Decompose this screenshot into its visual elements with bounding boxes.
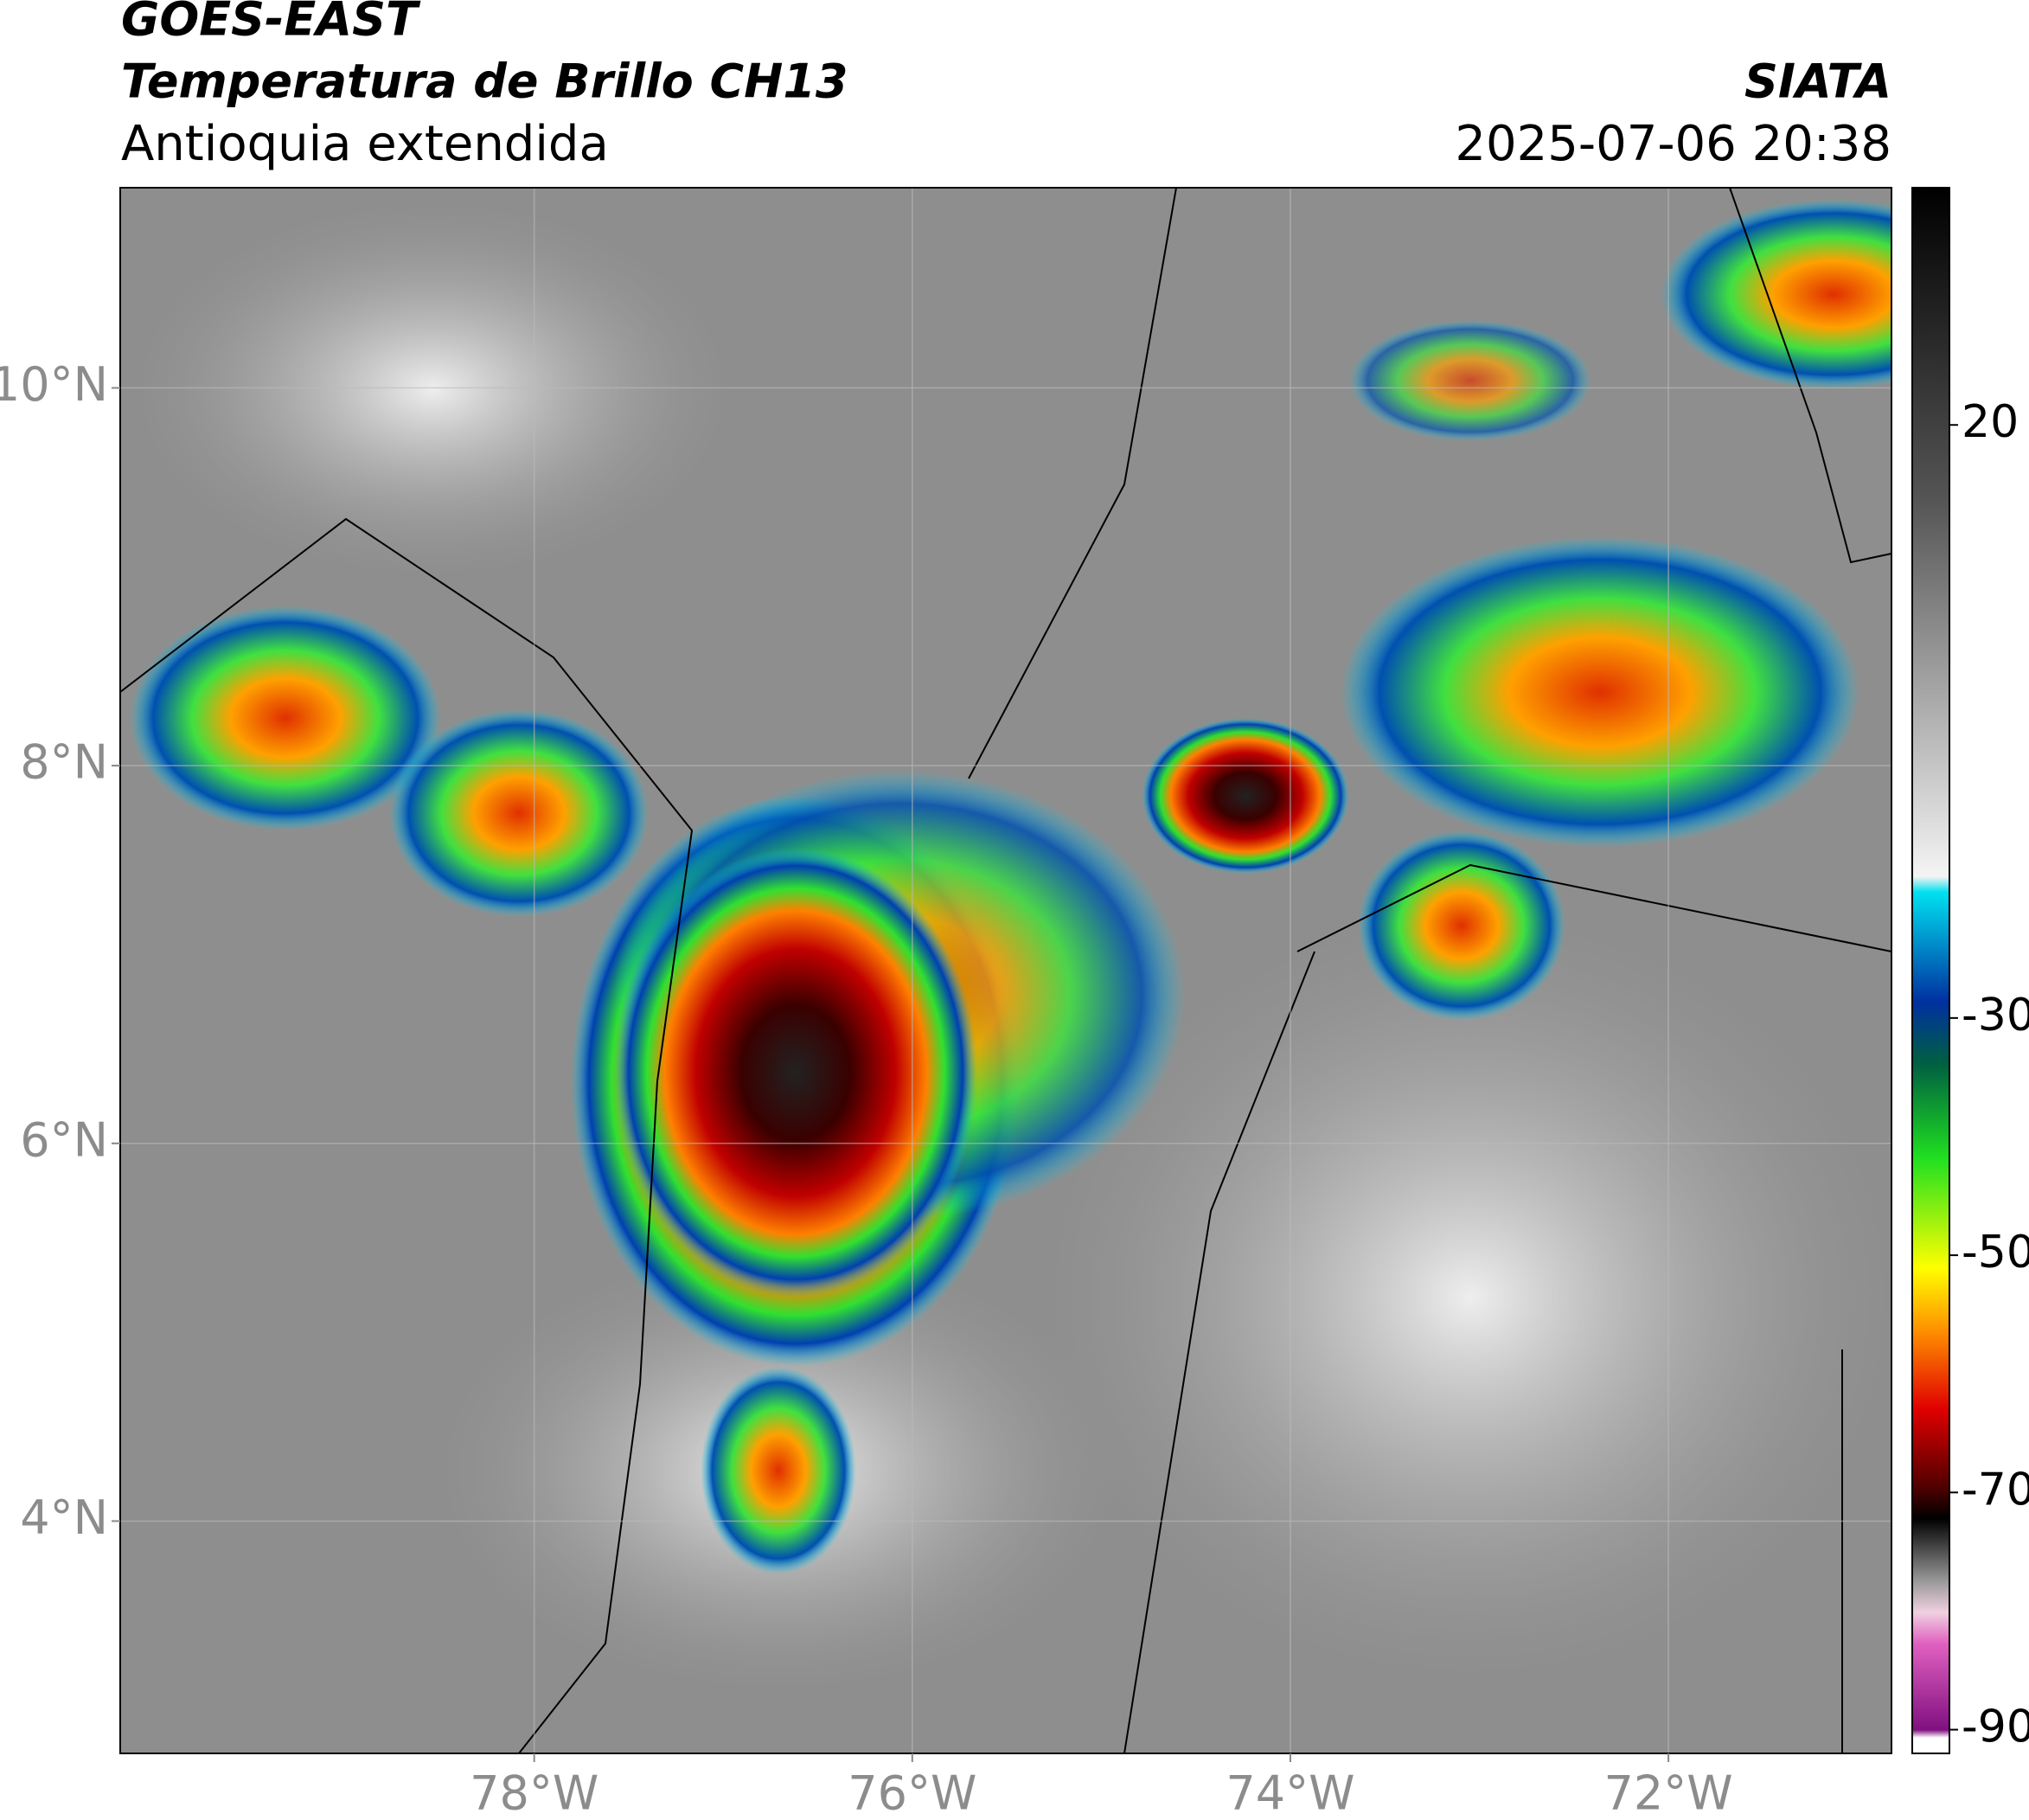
y-tick-label: 8°N — [20, 735, 108, 790]
colorbar-tick-label: -70 — [1962, 1464, 2029, 1516]
storm — [1341, 536, 1859, 848]
storm — [1661, 199, 1891, 389]
colorbar — [1911, 187, 1950, 1754]
grid — [120, 188, 1891, 1753]
x-tick-label: 78°W — [470, 1766, 598, 1817]
map-imagery — [120, 188, 1891, 1753]
colorbar-tick-label: -30 — [1962, 990, 2029, 1041]
colorbar-tick-label: 20 — [1962, 396, 2019, 448]
cloud — [130, 199, 735, 580]
x-tick-label: 74°W — [1226, 1766, 1354, 1817]
title: GOES-EAST — [121, 0, 421, 47]
colorbar-tick-label: -50 — [1962, 1227, 2029, 1278]
source: SIATA — [1744, 54, 1891, 109]
storm — [1349, 320, 1591, 441]
x-tick-label: 76°W — [848, 1766, 976, 1817]
x-tick-label: 72°W — [1604, 1766, 1733, 1817]
storm — [1142, 718, 1349, 874]
y-tick-label: 6°N — [20, 1112, 108, 1167]
y-tick-label: 4°N — [20, 1490, 108, 1545]
storm — [130, 606, 441, 830]
y-tick-label: 10°N — [0, 357, 108, 412]
map-frame — [119, 187, 1892, 1754]
timestamp: 2025-07-06 20:38 — [1455, 116, 1891, 172]
storm — [389, 709, 649, 917]
cloud — [1038, 908, 1891, 1687]
storm — [614, 848, 977, 1298]
borders — [120, 188, 1891, 1753]
subtitle: Temperatura de Brillo CH13 — [121, 54, 848, 109]
colorbar-tick-label: -90 — [1962, 1701, 2029, 1753]
region: Antioquia extendida — [121, 116, 609, 172]
storm — [1358, 830, 1565, 1021]
storm — [701, 1367, 856, 1574]
